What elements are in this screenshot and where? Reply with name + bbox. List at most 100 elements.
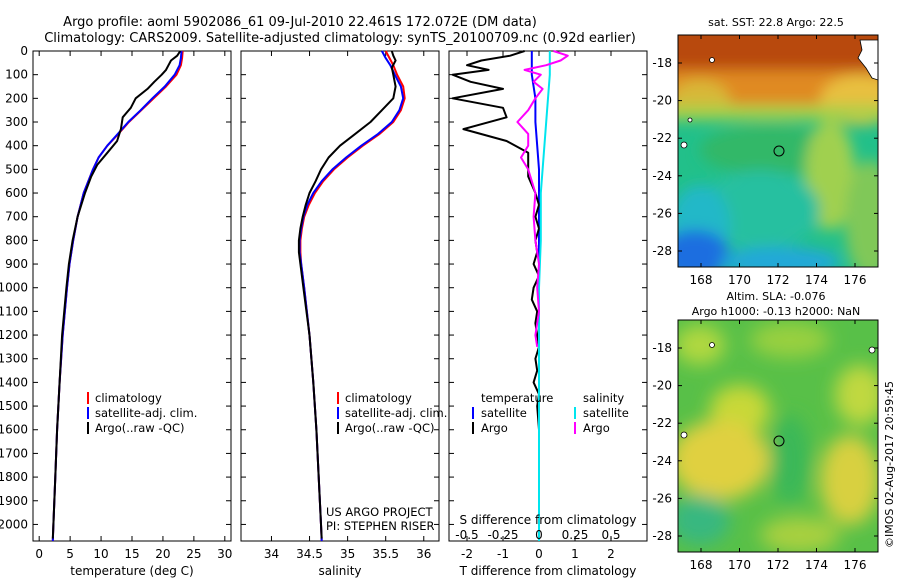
temperature-xlabel: temperature (deg C) xyxy=(70,564,193,578)
depth-tick-label: 1600 xyxy=(0,423,28,437)
depth-tick-label: 500 xyxy=(5,162,28,176)
difference-axes xyxy=(448,50,648,542)
t-difference-tick-label: 1 xyxy=(571,547,579,561)
depth-tick-label: 400 xyxy=(5,139,28,153)
map-x-tick-label: 174 xyxy=(805,558,828,572)
depth-tick-label: 300 xyxy=(5,115,28,129)
s-difference-tick-label: -0.5 xyxy=(455,528,478,542)
depth-tick-label: 1100 xyxy=(0,304,28,318)
salinity-tick-label: 36 xyxy=(416,547,431,561)
t-difference-tick-label: 0 xyxy=(535,547,543,561)
legend-label-climatology: climatology xyxy=(95,391,162,405)
legend-label-s-satellite: satellite xyxy=(583,406,629,420)
map-y-tick-label: -18 xyxy=(652,56,672,70)
map-x-tick-label: 168 xyxy=(690,273,713,287)
temperature-tick-label: 15 xyxy=(124,547,139,561)
depth-tick-label: 1200 xyxy=(0,328,28,342)
argo-location-marker xyxy=(773,145,785,157)
salinity-legend: climatology satellite-adj. clim. Argo(..… xyxy=(337,391,447,435)
s-difference-tick-label: 0 xyxy=(535,528,543,542)
title-line-2: Climatology: CARS2009. Satellite-adjuste… xyxy=(44,31,636,46)
legend-label-satellite: satellite-adj. clim. xyxy=(95,406,197,420)
depth-tick-label: 1900 xyxy=(0,494,28,508)
series-line-t-argo xyxy=(451,50,540,539)
sst-map: sat. SST: 22.8 Argo: 22.5 xyxy=(652,16,879,287)
map-x-tick-label: 176 xyxy=(844,558,867,572)
depth-tick-label: 600 xyxy=(5,186,28,200)
t-difference-tick-label: -2 xyxy=(461,547,473,561)
argo-location-marker xyxy=(773,435,785,447)
legend-label-t-argo: Argo xyxy=(481,421,508,435)
depth-tick-label: 1300 xyxy=(0,352,28,366)
depth-tick-label: 1000 xyxy=(0,281,28,295)
depth-tick-label: 700 xyxy=(5,210,28,224)
series-line-argo-raw-qc- xyxy=(297,50,397,539)
depth-tick-label: 200 xyxy=(5,91,28,105)
credit-label: ©IMOS 02-Aug-2017 20:59:45 xyxy=(883,381,896,548)
t-difference-tick-label: 2 xyxy=(607,547,615,561)
legend-label-t-satellite: satellite xyxy=(481,406,527,420)
map-y-tick-label: -28 xyxy=(652,529,672,543)
temperature-axes xyxy=(32,50,232,542)
salinity-axes xyxy=(240,50,440,542)
difference-plot: -2 -1 0 1 2 -0.5 -0.25 0 0.25 0.5 xyxy=(451,50,621,561)
depth-tick-label: 1700 xyxy=(0,446,28,460)
s-difference-tick-label: 0.25 xyxy=(562,528,589,542)
map-y-tick-label: -22 xyxy=(652,131,672,145)
map-y-tick-label: -18 xyxy=(652,341,672,355)
map-y-tick-label: -20 xyxy=(652,379,672,393)
map-y-tick-label: -26 xyxy=(652,206,672,220)
temperature-tick-label: 10 xyxy=(93,547,108,561)
legend-label-argo: Argo(..raw -QC) xyxy=(95,421,185,435)
sla-map-title-2: Argo h1000: -0.13 h2000: NaN xyxy=(692,305,861,318)
t-difference-tick-label: -1 xyxy=(497,547,509,561)
depth-tick-label: 1400 xyxy=(0,375,28,389)
legend-label-satellite: satellite-adj. clim. xyxy=(345,406,447,420)
legend-header-salinity: salinity xyxy=(583,391,624,405)
temperature-tick-label: 30 xyxy=(217,547,232,561)
series-line-s-satellite xyxy=(538,51,551,541)
sst-map-title: sat. SST: 22.8 Argo: 22.5 xyxy=(708,16,844,29)
salinity-plot: 34 34.5 35 35.5 36 xyxy=(264,50,431,561)
depth-tick-label: 900 xyxy=(5,257,28,271)
salinity-tick-label: 35.5 xyxy=(372,547,399,561)
map-y-tick-label: -24 xyxy=(652,454,672,468)
depth-tick-label: 1800 xyxy=(0,470,28,484)
map-y-tick-label: -26 xyxy=(652,491,672,505)
map-x-tick-label: 172 xyxy=(767,558,790,572)
depth-tick-label: 800 xyxy=(5,233,28,247)
s-difference-tick-label: 0.5 xyxy=(601,528,620,542)
map-x-tick-label: 170 xyxy=(728,273,751,287)
difference-legend: temperature salinity satellite Argo sate… xyxy=(472,391,629,435)
map-x-tick-label: 174 xyxy=(805,273,828,287)
map-x-tick-label: 176 xyxy=(844,273,867,287)
series-line-argo-raw-qc- xyxy=(51,50,182,539)
temperature-legend: climatology satellite-adj. clim. Argo(..… xyxy=(87,391,197,435)
pi-label: PI: STEPHEN RISER xyxy=(326,519,435,533)
map-x-tick-label: 172 xyxy=(767,273,790,287)
s-difference-tick-label: -0.25 xyxy=(487,528,518,542)
temperature-tick-label: 20 xyxy=(155,547,170,561)
legend-header-temperature: temperature xyxy=(481,391,553,405)
map-y-tick-label: -20 xyxy=(652,94,672,108)
depth-tick-label: 100 xyxy=(5,68,28,82)
map-x-tick-label: 168 xyxy=(690,558,713,572)
s-difference-xlabel: S difference from climatology xyxy=(460,513,637,527)
legend-label-argo: Argo(..raw -QC) xyxy=(345,421,435,435)
depth-tick-label: 0 xyxy=(20,44,28,58)
map-x-tick-label: 170 xyxy=(728,558,751,572)
temperature-tick-label: 0 xyxy=(35,547,43,561)
title-line-1: Argo profile: aoml 5902086_61 09-Jul-201… xyxy=(63,15,537,30)
t-difference-xlabel: T difference from climatology xyxy=(459,564,637,578)
depth-tick-label: 2000 xyxy=(0,517,28,531)
temperature-tick-label: 25 xyxy=(186,547,201,561)
project-label: US ARGO PROJECT xyxy=(326,505,434,519)
series-line-s-argo xyxy=(516,50,569,348)
map-y-tick-label: -24 xyxy=(652,169,672,183)
depth-axis: 0 100 200 300 400 500 600 700 800 900 1000 1100 1200… xyxy=(0,44,647,531)
salinity-tick-label: 35 xyxy=(340,547,355,561)
salinity-tick-label: 34.5 xyxy=(296,547,323,561)
sla-map-title-1: Altim. SLA: -0.076 xyxy=(726,290,825,303)
depth-tick-label: 1500 xyxy=(0,399,28,413)
